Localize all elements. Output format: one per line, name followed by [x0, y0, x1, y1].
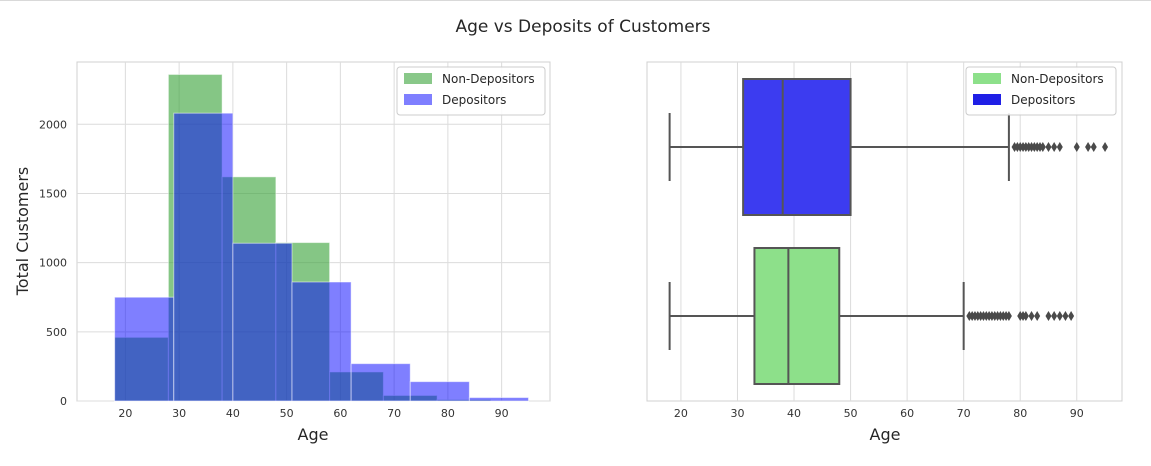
outlier-non-depositors — [1056, 311, 1063, 321]
histogram-y-axis-label: Total Customers — [13, 167, 32, 297]
x-tick-label: 90 — [495, 407, 509, 420]
legend-swatch-non-depositors — [404, 73, 432, 84]
bar-depositors — [232, 242, 293, 402]
legend-label-depositors-box: Depositors — [1011, 93, 1075, 107]
boxplot-legend: Non-Depositors Depositors — [965, 66, 1117, 116]
x-tick-label: 40 — [226, 407, 240, 420]
figure-title: Age vs Deposits of Customers — [455, 17, 710, 37]
outlier-non-depositors — [1045, 311, 1052, 321]
outlier-non-depositors — [1062, 311, 1069, 321]
legend-swatch-depositors — [404, 94, 432, 105]
histogram-bars — [114, 73, 529, 402]
boxplot-x-ticks: 20 30 40 50 60 70 80 90 — [674, 407, 1084, 420]
boxplot-x-axis-label: Age — [870, 425, 901, 444]
x-tick-label: 60 — [900, 407, 914, 420]
outlier-depositors — [1085, 142, 1092, 152]
y-tick-label: 0 — [60, 395, 67, 408]
bar-depositors — [291, 281, 352, 402]
outlier-non-depositors — [1051, 311, 1058, 321]
x-tick-label: 40 — [787, 407, 801, 420]
outlier-depositors — [1073, 142, 1080, 152]
x-tick-label: 60 — [333, 407, 347, 420]
x-tick-label: 50 — [280, 407, 294, 420]
histogram-x-ticks: 20 30 40 50 60 70 80 90 — [118, 407, 508, 420]
boxplot-plot-area — [646, 61, 1123, 402]
box-depositors — [742, 78, 852, 216]
boxplot-panel: 20 30 40 50 60 70 80 90 Age Non-Depositors Depo… — [646, 61, 1123, 444]
y-tick-label: 1500 — [39, 187, 67, 200]
outlier-depositors — [1039, 142, 1046, 152]
histogram-legend: Non-Depositors Depositors — [396, 66, 546, 116]
x-tick-label: 50 — [844, 407, 858, 420]
x-tick-label: 70 — [957, 407, 971, 420]
legend-label-depositors: Depositors — [442, 93, 506, 107]
legend-label-non-depositors: Non-Depositors — [442, 72, 535, 86]
legend-label-non-depositors-box: Non-Depositors — [1011, 72, 1104, 86]
outlier-non-depositors — [1028, 311, 1035, 321]
x-tick-label: 20 — [674, 407, 688, 420]
bar-depositors — [468, 397, 529, 402]
histogram-panel: 20 30 40 50 60 70 80 90 0 500 1000 1500 2000 Age To… — [13, 61, 551, 444]
bar-depositors — [173, 112, 234, 402]
histogram-y-ticks: 0 500 1000 1500 2000 — [39, 118, 67, 408]
outlier-non-depositors — [1005, 311, 1012, 321]
y-tick-label: 500 — [46, 326, 67, 339]
outlier-non-depositors — [1068, 311, 1075, 321]
boxplot-legend-frame — [965, 66, 1117, 116]
bar-depositors — [409, 381, 470, 402]
outlier-depositors — [1045, 142, 1052, 152]
boxplot-marks — [668, 78, 1109, 385]
x-tick-label: 80 — [1013, 407, 1027, 420]
x-tick-label: 90 — [1070, 407, 1084, 420]
box-non-depositors — [753, 247, 841, 385]
x-tick-label: 20 — [118, 407, 132, 420]
outlier-depositors — [1090, 142, 1097, 152]
outlier-depositors — [1056, 142, 1063, 152]
x-tick-label: 70 — [387, 407, 401, 420]
legend-swatch-depositors-box — [973, 94, 1001, 105]
histogram-x-axis-label: Age — [298, 425, 329, 444]
bar-depositors — [350, 363, 411, 402]
x-tick-label: 30 — [730, 407, 744, 420]
bar-depositors — [114, 296, 175, 402]
outlier-depositors — [1051, 142, 1058, 152]
outlier-non-depositors — [1034, 311, 1041, 321]
y-tick-label: 2000 — [39, 118, 67, 131]
outlier-non-depositors — [1022, 311, 1029, 321]
legend-swatch-non-depositors-box — [973, 73, 1001, 84]
top-divider — [0, 0, 1151, 1]
x-tick-label: 80 — [441, 407, 455, 420]
y-tick-label: 1000 — [39, 257, 67, 270]
x-tick-label: 30 — [172, 407, 186, 420]
outlier-depositors — [1102, 142, 1109, 152]
histogram-legend-frame — [396, 66, 546, 116]
